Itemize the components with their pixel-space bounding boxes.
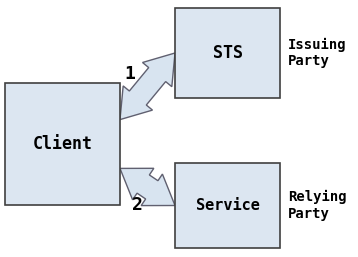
Text: STS: STS [213,44,242,62]
Text: Relying
Party: Relying Party [288,190,347,221]
Bar [175,163,280,248]
Text: Client: Client [33,135,92,153]
Text: Service: Service [195,198,260,213]
Text: 1: 1 [124,65,135,83]
Bar [5,83,120,205]
Polygon shape [120,53,175,120]
Polygon shape [120,168,175,206]
Text: Issuing
Party: Issuing Party [288,38,347,68]
Bar [175,8,280,98]
Text: 2: 2 [132,196,143,214]
